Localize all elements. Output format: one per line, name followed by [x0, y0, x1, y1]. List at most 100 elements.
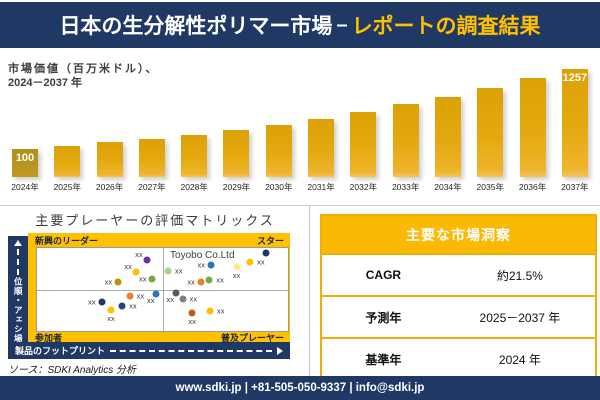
page-title-accent: レポートの調査結果 [351, 15, 541, 38]
bar-column: 100 [8, 69, 42, 177]
scatter-point-label: xx [216, 306, 225, 316]
quadrant-label-pervasive-players: 普及プレーヤー [220, 333, 284, 343]
page-title-main: 日本の生分解性ポリマー市場 [59, 13, 333, 38]
scatter-point-label: xx [189, 294, 198, 304]
page-title-separator: – [336, 13, 348, 36]
scatter-point [132, 268, 140, 276]
bar-2026年 [96, 142, 123, 177]
source-note: ソース：SDKI Analytics 分析 [8, 365, 137, 376]
bar-2029年 [223, 130, 250, 177]
dashed-line-horizontal [110, 349, 272, 352]
scatter-point [164, 267, 172, 275]
bar-2035年 [477, 88, 504, 177]
scatter-point-label: xx [257, 257, 265, 267]
insights-row: CAGR 約21.5% [322, 253, 595, 295]
scatter-point [205, 276, 213, 284]
scatter-point [207, 261, 215, 269]
highlight-company-label: Toyobo Co.Ltd [170, 249, 235, 261]
bar-column [304, 69, 338, 177]
scatter-point-label: xx [129, 301, 137, 311]
quadrant-label-emerging-leaders: 新興のリーダー [35, 236, 99, 246]
x-axis-labels-row: 2024年 2025年 2026年 2027年 2028年 2029年 2030年 2031年… [8, 181, 592, 193]
scatter-point [118, 302, 126, 310]
scatter-point-label: xx [124, 261, 132, 271]
matrix-title: 主要プレーヤーの評価マトリックス [35, 213, 275, 228]
vertical-divider [309, 206, 310, 376]
footer-contact-bar: www.sdki.jp | +81-505-050-9337 | info@sd… [0, 376, 600, 400]
insights-row: 予測年 2025－2037 年 [322, 295, 595, 337]
bar-column [516, 69, 550, 177]
bar-2032年 [350, 112, 377, 177]
bar-2025年 [54, 146, 81, 177]
bar-2034年 [434, 97, 461, 177]
scatter-point-label: xx [146, 295, 155, 305]
bar-column [177, 69, 211, 177]
insights-row: 基準年 2024 年 [322, 337, 595, 379]
scatter-point [148, 275, 156, 283]
x-axis-tick-label: 2025年 [53, 182, 81, 192]
scatter-point-label: xx [197, 260, 205, 270]
x-axis-tick-label: 2030年 [265, 182, 293, 192]
bar-2027年 [138, 139, 165, 177]
scatter-point-label: xx [88, 297, 96, 307]
insights-table-body: CAGR 約21.5% 予測年 2025－2037 年基準年 2024 年 [322, 253, 595, 379]
header-banner: 日本の生分解性ポリマー市場 – レポートの調査結果 [0, 2, 600, 48]
matrix-x-axis-label: 製品のフットプリント [15, 346, 106, 356]
matrix-y-axis-label: 位順・アェシ場市 [13, 277, 24, 353]
x-axis-tick-label: 2035年 [476, 182, 504, 192]
scatter-point-label: xx [216, 275, 224, 285]
x-axis-tick-label: 2031年 [307, 182, 335, 192]
x-axis-tick-label: 2029年 [222, 182, 251, 192]
dashed-line-vertical [17, 249, 19, 275]
bar-column [50, 69, 84, 177]
scatter-point-label: xx [104, 277, 113, 287]
scatter-point [98, 298, 105, 306]
scatter-point [152, 290, 160, 298]
insights-row-value: 2024 年 [498, 352, 541, 367]
scatter-point-label: xx [166, 295, 175, 305]
scatter-point [114, 278, 122, 286]
scatter-point [188, 309, 196, 317]
x-axis-tick-label: 2032年 [349, 182, 378, 192]
bars-row: 100 1257 [8, 69, 592, 177]
bar-column [219, 69, 253, 177]
scatter-point [143, 256, 151, 264]
scatter-point [233, 263, 241, 271]
scatter-point-label: xx [232, 270, 241, 280]
x-axis-tick-label: 2037年 [561, 182, 589, 192]
insights-row-label: 予測年 [365, 310, 402, 325]
bar-column [262, 69, 296, 177]
footer-contact-text: www.sdki.jp | +81-505-050-9337 | info@sd… [175, 382, 425, 394]
bar-column [473, 69, 507, 177]
x-axis-tick-label: 2026年 [95, 182, 124, 192]
arrow-right-icon [277, 346, 283, 355]
scatter-point [197, 278, 205, 286]
bar-2030年 [265, 125, 292, 177]
bar-column [389, 69, 423, 177]
matrix-y-axis-bar: 位順・アェシ場市 [8, 236, 28, 359]
matrix-x-axis-bar: 製品のフットプリント [8, 342, 290, 359]
chart-caption-line2: 2024－2037 年 [8, 77, 82, 89]
scatter-point-label: xx [136, 291, 145, 301]
insights-row-value: 約21.5% [496, 268, 543, 283]
arrow-up-icon [14, 240, 22, 246]
x-axis-tick-label: 2024年 [11, 182, 39, 192]
chart-axis-caption: 市場価値（百万米ドル）、 2024－2037 年 [8, 62, 159, 90]
quadrant-label-stars: スター [256, 236, 284, 246]
insights-row-label: CAGR [365, 268, 402, 282]
bar-column [93, 69, 127, 177]
bar-value-label: 1257 [562, 72, 588, 84]
scatter-point [206, 307, 214, 315]
scatter-point-label: xx [175, 266, 183, 276]
scatter-point-label: xx [138, 274, 147, 284]
x-axis-tick-label: 2033年 [391, 182, 420, 192]
insights-table-header: 主要な市場洞察 [322, 216, 595, 253]
insights-row-value: 2025－2037 年 [479, 310, 561, 325]
bar-2033年 [392, 104, 419, 177]
horizontal-divider [0, 205, 600, 206]
bar-2024年: 100 [12, 149, 38, 177]
scatter-point [107, 306, 115, 314]
bar-value-label: 100 [15, 152, 35, 164]
insights-table: 主要な市場洞察 CAGR 約21.5% 予測年 2025－2037 年基準年 2024 … [320, 214, 597, 381]
